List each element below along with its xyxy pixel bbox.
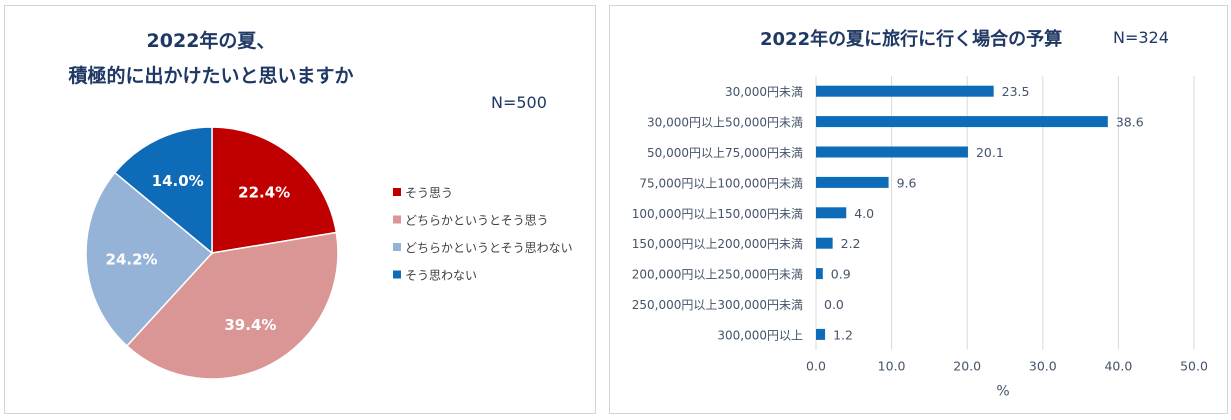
bar-value-label: 0.0 (824, 297, 844, 312)
bar-chart-sample-size: N=324 (1113, 28, 1169, 47)
bar (816, 116, 1108, 128)
x-tick-label: 20.0 (953, 359, 981, 374)
legend-swatch (393, 270, 401, 279)
category-label: 30,000円以上50,000円未満 (647, 116, 803, 130)
bar (816, 237, 833, 249)
category-label: 300,000円以上 (717, 328, 803, 342)
bar-value-label: 2.2 (841, 236, 861, 251)
legend-swatch (393, 215, 401, 224)
bar-value-label: 20.1 (976, 145, 1004, 160)
bar-value-label: 1.2 (833, 327, 853, 342)
pie-slice-label: 22.4% (238, 184, 290, 202)
pie-slice-label: 14.0% (152, 172, 204, 190)
legend-label: そう思う (405, 186, 453, 200)
legend-label: そう思わない (405, 269, 477, 283)
x-tick-label: 30.0 (1029, 359, 1057, 374)
pie-slice (125, 231, 339, 380)
pie-chart: 22.4% 39.4% 24.2% 14.0% そう思うどちらかというとそう思うどちらか… (85, 126, 573, 380)
pie-chart-panel: 2022年の夏、 積極的に出かけたいと思いますか N=500 22.4% 39.4… (4, 5, 596, 414)
legend-label: どちらかというとそう思わない (405, 241, 573, 255)
category-label: 250,000円以上300,000円未満 (632, 298, 803, 312)
category-label: 75,000円以上100,000円未満 (639, 176, 803, 190)
x-tick-label: 10.0 (878, 359, 906, 374)
bar-chart-title: 2022年の夏に旅行に行く場合の予算 (760, 29, 1063, 50)
bar-value-label: 0.9 (831, 267, 851, 282)
category-label: 200,000円以上250,000円未満 (632, 268, 803, 282)
bar (816, 85, 994, 97)
legend-swatch (393, 243, 401, 251)
category-label: 50,000円以上75,000円未満 (647, 146, 803, 160)
bar-value-label: 23.5 (1002, 84, 1030, 99)
bar-value-label: 9.6 (897, 175, 917, 190)
x-tick-label: 50.0 (1180, 359, 1208, 374)
category-label: 30,000円未満 (725, 85, 803, 99)
pie-slice (113, 126, 213, 255)
pie-slice (211, 126, 338, 254)
x-tick-label: 40.0 (1104, 359, 1132, 374)
bar (816, 328, 826, 340)
bar-value-label: 4.0 (854, 206, 874, 221)
pie-slice-label: 24.2% (106, 251, 158, 269)
bar-chart: 0.0 10.0 20.0 30.0 40.0 50.0% 30,000円未満 23.5 30,… (632, 76, 1208, 400)
x-tick-label: 0.0 (806, 359, 826, 374)
pie-chart-title-line-1: 2022年の夏、 (146, 30, 276, 52)
bar (816, 176, 889, 188)
x-axis-label: % (996, 384, 1009, 400)
pie-chart-title-line-2: 積極的に出かけたいと思いますか (68, 65, 354, 87)
bar-chart-panel: 2022年の夏に旅行に行く場合の予算 N=324 0.0 10.0 20.0 30.0… (609, 5, 1228, 414)
category-label: 100,000円以上150,000円未満 (632, 207, 803, 221)
bar-value-label: 38.6 (1116, 115, 1144, 130)
legend-label: どちらかというとそう思う (405, 214, 549, 228)
bar (816, 146, 968, 158)
pie-slice-label: 39.4% (224, 316, 276, 334)
bar (816, 268, 823, 280)
category-label: 150,000円以上200,000円未満 (632, 237, 803, 251)
pie-slice (85, 171, 214, 347)
bar (816, 207, 847, 219)
legend-swatch (393, 188, 401, 196)
pie-chart-sample-size: N=500 (491, 93, 547, 112)
